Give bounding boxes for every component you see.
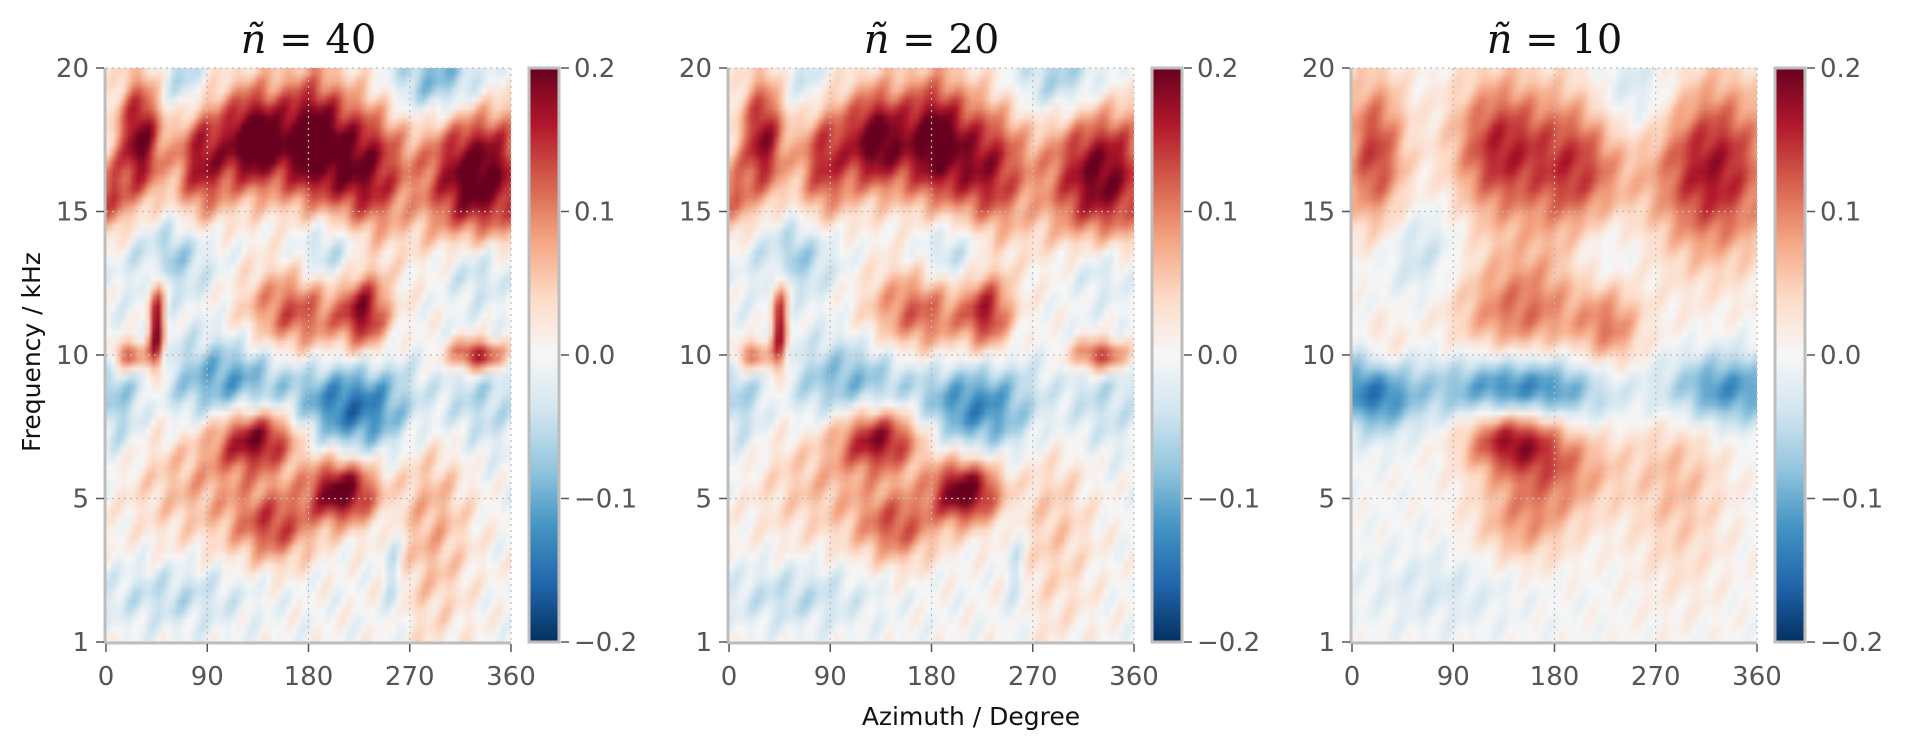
colorbar-tick-label: 0.1 [1197, 198, 1238, 228]
x-tick-label: 90 [814, 662, 847, 692]
colorbar-tick-label: −0.2 [1197, 628, 1260, 658]
y-tick-label: 20 [56, 54, 89, 84]
colorbar-tick-label: 0.1 [1820, 198, 1861, 228]
x-tick-label: 270 [1631, 662, 1681, 692]
colorbar [1150, 66, 1184, 644]
x-tick-label: 0 [1344, 662, 1361, 692]
panel-title: ñ = 10 [1487, 17, 1623, 63]
x-tick-label: 360 [486, 662, 536, 692]
x-tick-label: 0 [721, 662, 738, 692]
panel-title: ñ = 40 [241, 17, 377, 63]
colorbar-tick-label: 0.0 [1197, 341, 1238, 371]
panel-title: ñ = 20 [864, 17, 1000, 63]
x-tick-label: 90 [1437, 662, 1470, 692]
x-tick-label: 270 [385, 662, 435, 692]
y-tick-label: 10 [1302, 341, 1335, 371]
colorbar-tick-label: −0.1 [1197, 485, 1260, 515]
colorbar-tick-label: −0.1 [574, 485, 637, 515]
colorbar-tick-label: 0.2 [1820, 54, 1861, 84]
colorbar-tick-label: −0.2 [1820, 628, 1883, 658]
y-tick-label: 1 [695, 628, 712, 658]
x-tick-label: 180 [1530, 662, 1580, 692]
y-tick-label: 15 [56, 198, 89, 228]
x-tick-label: 180 [284, 662, 334, 692]
colorbar [1773, 66, 1807, 644]
colorbar-tick-label: 0.0 [574, 341, 615, 371]
colorbar [527, 66, 561, 644]
x-tick-label: 270 [1008, 662, 1058, 692]
colorbar-tick-label: 0.0 [1820, 341, 1861, 371]
colorbar-tick-label: 0.2 [574, 54, 615, 84]
y-tick-label: 1 [1318, 628, 1335, 658]
x-tick-label: 360 [1109, 662, 1159, 692]
x-tick-label: 0 [98, 662, 115, 692]
y-tick-label: 20 [1302, 54, 1335, 84]
y-tick-label: 1 [72, 628, 89, 658]
colorbar-tick-label: 0.1 [574, 198, 615, 228]
x-tick-label: 360 [1732, 662, 1782, 692]
y-tick-label: 20 [679, 54, 712, 84]
x-tick-label: 180 [907, 662, 957, 692]
y-tick-label: 5 [72, 485, 89, 515]
y-tick-label: 5 [695, 485, 712, 515]
x-axis-label: Azimuth / Degree [862, 702, 1080, 731]
y-tick-label: 15 [679, 198, 712, 228]
colorbar-tick-label: −0.2 [574, 628, 637, 658]
y-tick-label: 15 [1302, 198, 1335, 228]
y-tick-label: 10 [56, 341, 89, 371]
y-tick-label: 10 [679, 341, 712, 371]
colorbar-tick-label: −0.1 [1820, 485, 1883, 515]
y-tick-label: 5 [1318, 485, 1335, 515]
colorbar-tick-label: 0.2 [1197, 54, 1238, 84]
x-tick-label: 90 [191, 662, 224, 692]
y-axis-label: Frequency / kHz [17, 252, 46, 452]
